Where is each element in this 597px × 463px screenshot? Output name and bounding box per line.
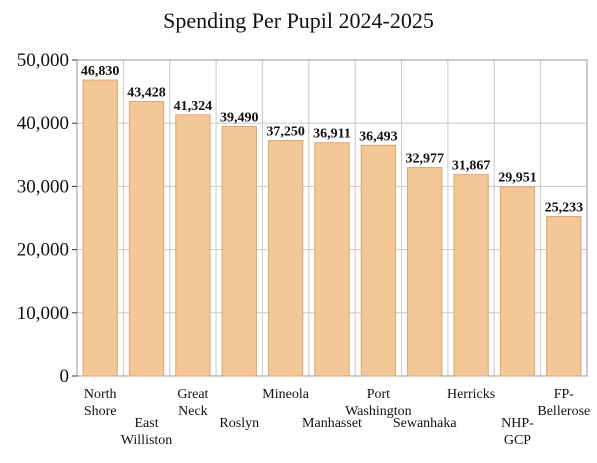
bar — [128, 101, 165, 377]
x-category-label: Sewanhaka — [393, 416, 458, 431]
bar-value-label: 25,233 — [545, 201, 584, 216]
bar — [314, 142, 350, 377]
bar-value-label: 37,250 — [266, 125, 305, 140]
y-tick-label: 0 — [60, 366, 70, 387]
x-category-label: East Williston — [121, 416, 173, 448]
x-category-label: Mineola — [262, 387, 309, 402]
x-category-label: NHP-GCP — [501, 416, 534, 448]
bar-value-label: 36,911 — [313, 127, 351, 142]
bar — [360, 144, 397, 377]
x-category-label: North Shore — [84, 387, 117, 419]
x-category-label: Port Washington — [345, 387, 412, 419]
bar — [407, 167, 443, 377]
chart-title: Spending Per Pupil 2024-2025 — [163, 8, 434, 33]
bar — [175, 114, 211, 377]
bar — [267, 140, 304, 377]
x-category-label: FP-Bellerose — [537, 387, 590, 419]
bar — [499, 186, 536, 377]
y-tick-label: 40,000 — [17, 113, 69, 134]
bar-value-label: 32,977 — [405, 152, 444, 167]
y-tick-label: 20,000 — [17, 240, 69, 261]
y-tick-label: 10,000 — [17, 303, 69, 324]
bar — [82, 79, 118, 377]
bar-value-label: 39,490 — [220, 110, 259, 125]
x-category-label: Great Neck — [177, 387, 208, 419]
y-tick-label: 30,000 — [17, 176, 69, 197]
bar-value-label: 41,324 — [174, 99, 213, 114]
x-category-label: Manhasset — [302, 416, 362, 431]
bar — [221, 125, 257, 377]
x-category-label: Herricks — [447, 387, 495, 402]
bar — [453, 174, 489, 377]
bar — [546, 216, 582, 377]
bar-value-label: 43,428 — [127, 86, 166, 101]
y-tick-label: 50,000 — [17, 50, 69, 71]
bar-value-label: 46,830 — [81, 64, 120, 79]
x-category-label: Roslyn — [219, 416, 259, 431]
bar-value-label: 29,951 — [498, 171, 537, 186]
bar-value-label: 36,493 — [359, 129, 398, 144]
bar-value-label: 31,867 — [452, 159, 491, 174]
